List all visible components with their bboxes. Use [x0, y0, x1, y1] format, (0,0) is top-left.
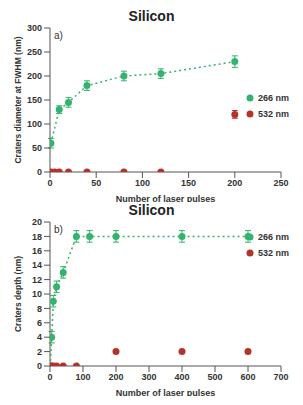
svg-text:0: 0: [37, 167, 42, 177]
html-text:266 nm: 266 nm: [258, 232, 289, 242]
svg-text:100: 100: [75, 372, 90, 382]
svg-text:500: 500: [207, 372, 222, 382]
svg-text:150: 150: [181, 178, 196, 188]
svg-text:100: 100: [135, 178, 150, 188]
html-text:532 nm: 532 nm: [258, 248, 289, 258]
svg-text:250: 250: [273, 178, 288, 188]
svg-text:Number of laser pulses: Number of laser pulses: [116, 194, 216, 202]
svg-text:150: 150: [27, 95, 42, 105]
svg-text:200: 200: [27, 71, 42, 81]
svg-text:50: 50: [32, 143, 42, 153]
svg-text:200: 200: [227, 178, 242, 188]
svg-text:300: 300: [141, 372, 156, 382]
svg-text:12: 12: [32, 275, 42, 285]
html-text:Silicon: Silicon: [128, 8, 175, 24]
svg-text:10: 10: [32, 289, 42, 299]
html-text:Silicon: Silicon: [128, 202, 175, 218]
svg-text:400: 400: [174, 372, 189, 382]
svg-text:20: 20: [32, 218, 42, 227]
svg-text:250: 250: [27, 47, 42, 57]
svg-text:100: 100: [27, 119, 42, 129]
html-text:266 nm: 266 nm: [258, 93, 289, 103]
svg-text:700: 700: [273, 372, 288, 382]
svg-text:Craters diameter at FWHM (nm): Craters diameter at FWHM (nm): [13, 36, 23, 163]
html-text:b): b): [54, 224, 63, 235]
svg-text:0: 0: [47, 372, 52, 382]
svg-text:8: 8: [37, 304, 42, 314]
svg-text:50: 50: [91, 178, 101, 188]
html-text:a): a): [54, 30, 63, 41]
svg-text:0: 0: [37, 361, 42, 371]
svg-text:2: 2: [37, 347, 42, 357]
svg-text:300: 300: [27, 24, 42, 33]
svg-text:Number of laser pulses: Number of laser pulses: [116, 388, 216, 396]
svg-text:4: 4: [37, 332, 42, 342]
svg-text:18: 18: [32, 232, 42, 242]
svg-text:600: 600: [240, 372, 255, 382]
svg-text:0: 0: [47, 178, 52, 188]
svg-text:Craters depth (nm): Craters depth (nm): [13, 256, 23, 332]
svg-text:6: 6: [37, 318, 42, 328]
svg-text:200: 200: [108, 372, 123, 382]
html-text:532 nm: 532 nm: [258, 109, 289, 119]
svg-text:16: 16: [32, 246, 42, 256]
svg-text:14: 14: [32, 260, 42, 270]
